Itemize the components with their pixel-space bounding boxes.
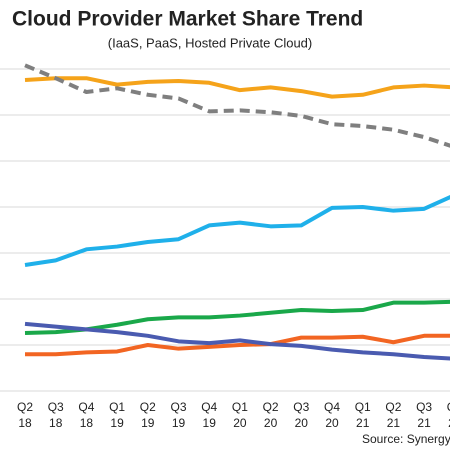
x-tick-label: 19 bbox=[141, 416, 155, 430]
x-tick-label: 19 bbox=[110, 416, 124, 430]
x-tick-label: Q3 bbox=[416, 400, 432, 414]
x-tick-label: Q3 bbox=[48, 400, 64, 414]
x-tick-label: Q3 bbox=[293, 400, 309, 414]
x-tick-label: Q1 bbox=[355, 400, 371, 414]
series-line bbox=[24, 76, 450, 99]
series-line bbox=[24, 321, 450, 361]
x-tick-label: 19 bbox=[203, 416, 217, 430]
x-tick-label: 19 bbox=[172, 416, 186, 430]
x-tick-label: 21 bbox=[448, 416, 450, 430]
x-tick-label: 18 bbox=[49, 416, 63, 430]
x-tick-label: Q3 bbox=[170, 400, 186, 414]
x-tick-label: Q1 bbox=[109, 400, 125, 414]
x-tick-label: Q4 bbox=[78, 400, 94, 414]
x-tick-label: Q4 bbox=[447, 400, 450, 414]
x-tick-label: 20 bbox=[264, 416, 278, 430]
x-tick-label: 21 bbox=[387, 416, 401, 430]
source-note: Source: Synergy bbox=[362, 432, 450, 446]
x-tick-label: Q2 bbox=[263, 400, 279, 414]
x-tick-label: Q4 bbox=[201, 400, 217, 414]
x-tick-label: 20 bbox=[233, 416, 247, 430]
chart-title: Cloud Provider Market Share Trend bbox=[12, 8, 363, 31]
x-tick-label: Q1 bbox=[232, 400, 248, 414]
x-tick-label: Q2 bbox=[17, 400, 33, 414]
series-line bbox=[24, 63, 450, 148]
x-tick-label: 18 bbox=[18, 416, 32, 430]
x-tick-label: Q2 bbox=[385, 400, 401, 414]
series-line bbox=[25, 333, 450, 357]
series-line bbox=[24, 195, 450, 267]
x-tick-label: 18 bbox=[80, 416, 94, 430]
x-tick-label: 20 bbox=[295, 416, 309, 430]
x-tick-label: Q2 bbox=[140, 400, 156, 414]
x-tick-label: Q4 bbox=[324, 400, 340, 414]
x-tick-label: 20 bbox=[325, 416, 339, 430]
x-tick-label: 21 bbox=[356, 416, 370, 430]
x-tick-label: 21 bbox=[417, 416, 431, 430]
series-line bbox=[24, 299, 450, 336]
chart-subtitle: (IaaS, PaaS, Hosted Private Cloud) bbox=[108, 35, 313, 50]
